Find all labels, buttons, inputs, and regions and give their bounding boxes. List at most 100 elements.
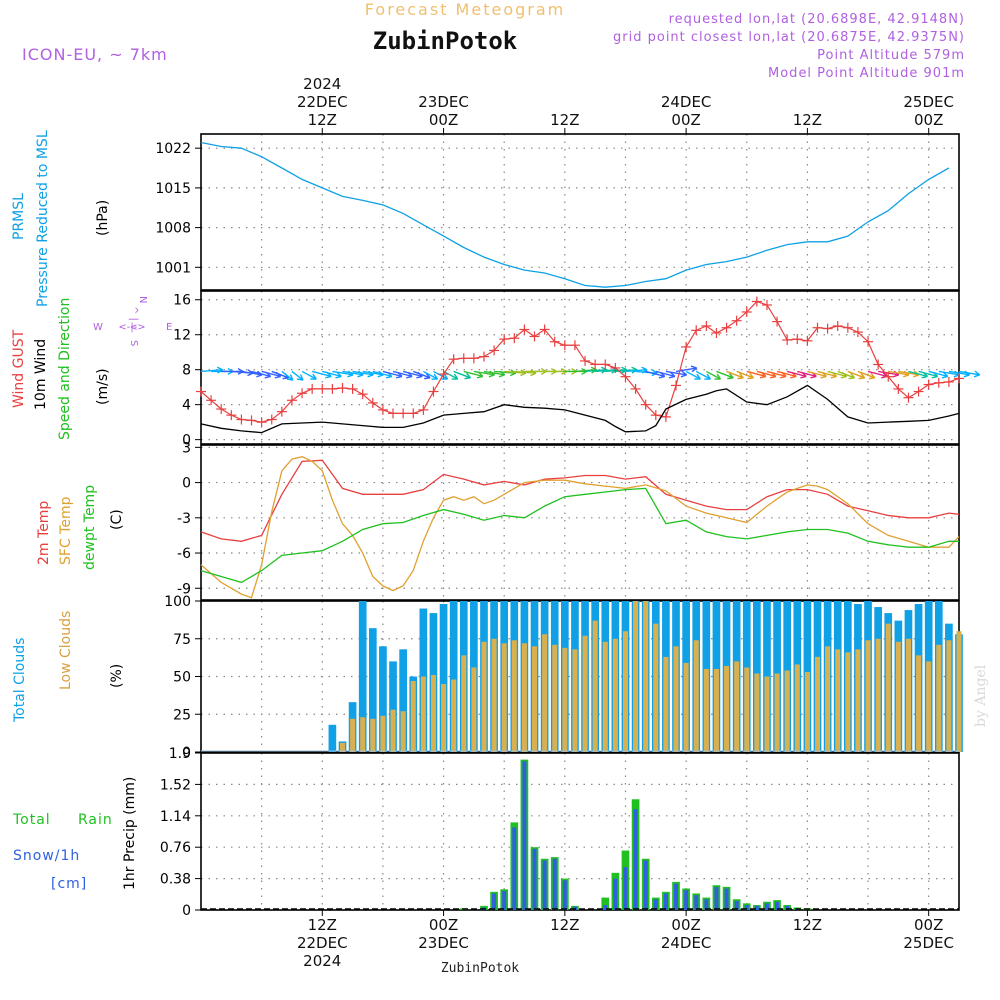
temp-unit: (C) — [109, 509, 125, 530]
wind-direction-arrow — [271, 370, 289, 379]
low-cloud-bar — [643, 601, 649, 752]
compass-s: S — [128, 340, 139, 346]
wind-arrowhead — [256, 374, 263, 378]
top-axis-label: 12Z — [308, 111, 337, 129]
low-cloud-bar — [804, 671, 810, 752]
low-cloud-bar — [936, 644, 942, 752]
wind-arrowhead — [216, 366, 223, 371]
closest-coords: grid point closest lon,lat (20.6875E, 42… — [613, 30, 965, 45]
top-axis-label: 2024 — [303, 75, 341, 93]
precip-rain-bar — [633, 809, 638, 910]
wind-arrowhead — [367, 374, 374, 378]
low-cloud-bar — [703, 668, 709, 752]
wind-direction-arrow — [595, 369, 617, 373]
y-tick-label: 0.76 — [160, 840, 191, 856]
y-tick-label: 8 — [182, 363, 191, 379]
total-cloud-bar — [368, 628, 377, 752]
wind-arrowhead — [681, 370, 688, 376]
wind-arrowhead — [488, 374, 495, 378]
precip-rain-bar — [694, 895, 699, 910]
wind-direction-arrow — [362, 370, 384, 376]
wind-direction-arrow — [958, 370, 980, 376]
temp-2m-label: 2m Temp — [36, 501, 52, 565]
wind-arrowhead — [830, 375, 837, 379]
low-cloud-bar — [360, 717, 366, 752]
low-clouds-label: Low Clouds — [58, 611, 74, 690]
wind-arrowhead — [870, 372, 876, 379]
clouds-panel: 100 75 50 25 0 — [164, 594, 963, 761]
low-cloud-bar — [794, 664, 800, 752]
precip-rain-bar — [502, 890, 507, 910]
top-axis-label: 00Z — [429, 111, 458, 129]
precip-rain-bar — [663, 893, 668, 910]
wind-arrowhead — [800, 375, 807, 379]
wind-arrowhead — [749, 372, 755, 379]
wind-direction-arrow — [514, 370, 537, 374]
wind-direction-arrow — [938, 370, 960, 376]
wind-arrowhead — [406, 375, 413, 379]
wind-arrowhead — [737, 377, 744, 380]
bottom-axis-label: 12Z — [308, 916, 337, 934]
y-tick-label: 1.52 — [160, 777, 191, 793]
wind-direction-arrow — [342, 370, 364, 376]
wind-direction-arrow — [494, 370, 516, 374]
compass-arrows-v: ^ | v — [128, 306, 139, 330]
compass-n: N — [137, 296, 148, 303]
bottom-axis-label: 23DEC — [418, 934, 469, 952]
wind-direction-arrow — [605, 369, 627, 373]
wind-direction-arrow — [463, 370, 484, 378]
low-cloud-bar — [400, 711, 406, 752]
precip-rain-bar — [754, 905, 759, 910]
wind-direction-arrow — [483, 370, 505, 376]
precip-rain-bar — [653, 899, 658, 910]
temp-dewpt-label: dewpt Temp — [82, 485, 98, 570]
wind-direction-arrow — [382, 370, 403, 378]
wind-direction-arrow — [291, 370, 304, 381]
low-cloud-bar — [562, 647, 568, 752]
wind-arrowhead — [416, 375, 423, 379]
low-cloud-bar — [521, 643, 527, 752]
low-cloud-bar — [420, 676, 426, 752]
y-tick-label: -6 — [177, 546, 191, 562]
low-cloud-bar — [501, 643, 507, 752]
precip-panel: 1.9 1.52 1.14 0.76 0.38 0 — [160, 746, 960, 919]
pressure-unit: (hPa) — [95, 200, 111, 236]
bottom-axis-label: 2024 — [303, 952, 341, 970]
y-tick-label: 0.38 — [160, 872, 191, 888]
wind-compass: N ^ | v S W <-|-> E — [93, 296, 172, 346]
wind-arrowhead — [476, 375, 483, 379]
y-tick-label: 100 — [164, 594, 191, 610]
y-tick-label: 1001 — [155, 260, 191, 276]
low-cloud-bar — [744, 667, 750, 752]
low-cloud-bar — [633, 601, 639, 752]
wind-gust-label: Wind GUST — [11, 329, 27, 408]
wind-direction-arrow — [200, 369, 223, 373]
wind-arrowhead — [941, 375, 948, 379]
wind-direction-arrow — [787, 370, 807, 378]
wind-arrowhead — [274, 375, 281, 379]
wind-arrowhead — [931, 375, 938, 379]
low-cloud-bar — [390, 709, 396, 752]
precip-rain-bar — [603, 905, 608, 910]
wind-arrowhead — [691, 367, 698, 373]
wind-direction-arrow — [655, 370, 676, 378]
y-tick-label: 1008 — [155, 221, 191, 237]
wind-arrowhead — [466, 372, 472, 379]
wind-arrowhead — [696, 373, 701, 380]
wind-direction-arrow — [827, 370, 847, 378]
wind-arrowhead — [868, 377, 875, 380]
wind-direction-arrow — [281, 370, 294, 381]
wind-arrowhead — [651, 369, 658, 374]
wind-arrowhead — [716, 373, 722, 380]
low-cloud-bar — [511, 640, 517, 752]
wind-arrowhead — [840, 375, 847, 379]
total-cloud-bar — [449, 601, 458, 752]
wind-unit: (m/s) — [95, 368, 111, 405]
y-tick-label: 1.9 — [169, 746, 191, 762]
y-tick-label: 16 — [173, 293, 191, 309]
total-cloud-bar — [439, 604, 448, 752]
wind-direction-arrow — [423, 370, 438, 380]
low-cloud-bar — [451, 679, 457, 752]
low-cloud-bar — [380, 715, 386, 752]
